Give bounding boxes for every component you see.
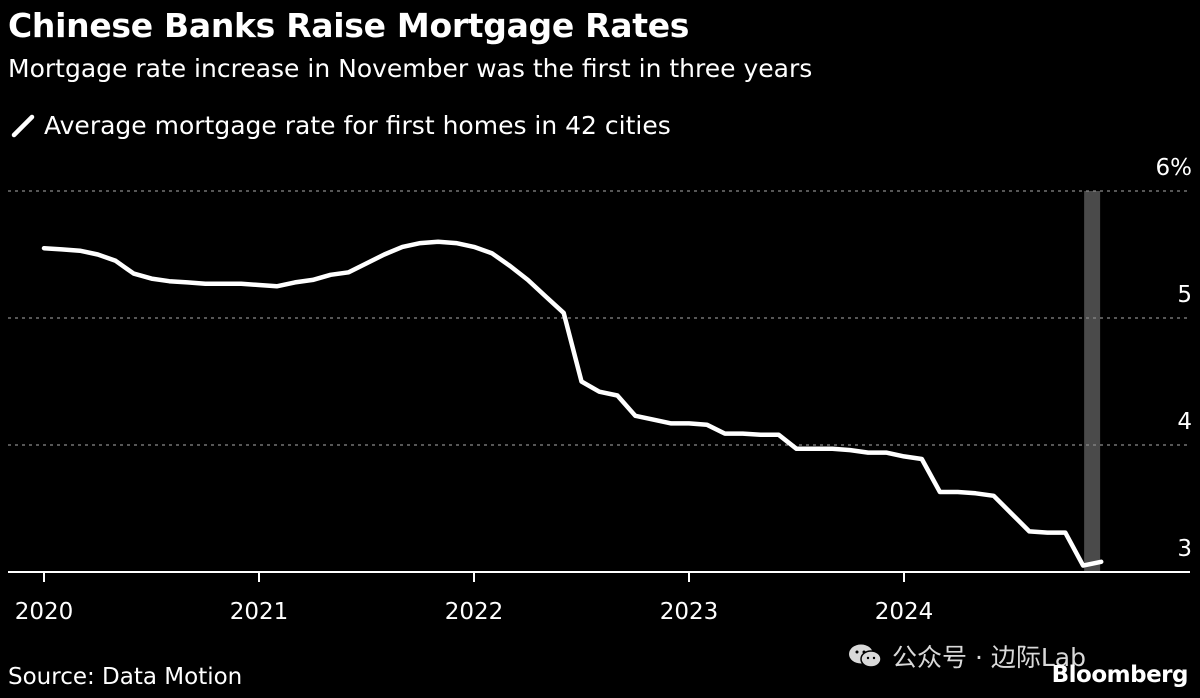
x-tick-label: 2024 (875, 599, 934, 625)
source-note: Source: Data Motion (8, 664, 243, 690)
highlight-band (1084, 191, 1101, 572)
y-tick-label: 3 (1177, 536, 1192, 562)
series-layer (41, 239, 1104, 568)
x-tick-label: 2022 (445, 599, 504, 625)
y-tick-label: 4 (1177, 409, 1192, 435)
bloomberg-logo: Bloomberg (1051, 662, 1189, 688)
grid-layer: 3 4 5 6% (8, 155, 1192, 562)
y-tick-label: 6% (1156, 155, 1193, 181)
x-tick-label: 2020 (15, 599, 74, 625)
legend: Average mortgage rate for first homes in… (10, 111, 671, 140)
legend-label: Average mortgage rate for first homes in… (44, 111, 671, 140)
x-tick-label: 2021 (230, 599, 289, 625)
watermark-text: 公众号 · 边际Lab (892, 643, 1086, 672)
watermark: 公众号 · 边际Lab (848, 638, 1086, 674)
series-line-0 (41, 239, 1104, 568)
chart-title: Chinese Banks Raise Mortgage Rates (8, 6, 690, 45)
y-tick-label: 5 (1177, 282, 1192, 308)
x-tick-label: 2023 (660, 599, 719, 625)
chart-subtitle: Mortgage rate increase in November was t… (8, 54, 813, 83)
highlight-layer (1084, 191, 1101, 572)
legend-line-icon (11, 114, 35, 137)
wechat-icon (849, 644, 882, 668)
axis-layer: 2020 2021 2022 2023 2024 (8, 571, 1190, 625)
